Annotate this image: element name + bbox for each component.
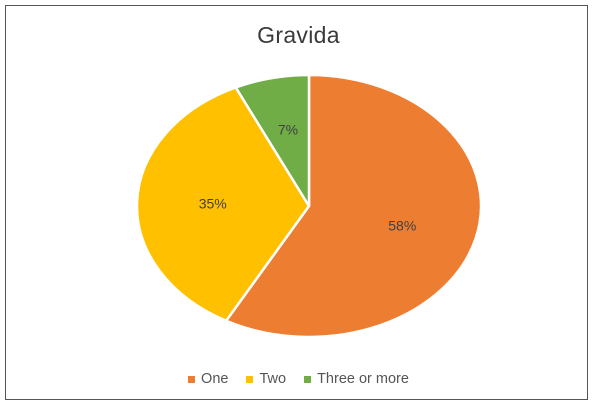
legend-item-one: One bbox=[188, 371, 228, 387]
data-label-three-or-more: 7% bbox=[278, 121, 298, 137]
data-label-two: 35% bbox=[199, 196, 227, 212]
pie-slice-three-or-more bbox=[234, 73, 311, 208]
legend-swatch-three-or-more bbox=[304, 375, 312, 383]
chart-title: Gravida bbox=[257, 22, 340, 48]
pie-slice-one bbox=[224, 73, 483, 339]
chart-legend: One Two Three or more bbox=[0, 371, 597, 387]
legend-item-three-or-more: Three or more bbox=[304, 371, 409, 387]
legend-swatch-one bbox=[188, 375, 196, 383]
legend-label-two: Two bbox=[259, 371, 287, 387]
legend-swatch-two bbox=[246, 375, 254, 383]
data-label-one: 58% bbox=[388, 218, 416, 234]
legend-label-one: One bbox=[201, 371, 229, 387]
legend-label-three-or-more: Three or more bbox=[317, 371, 409, 387]
pie-slice-two bbox=[135, 86, 311, 323]
legend-item-two: Two bbox=[246, 371, 286, 387]
